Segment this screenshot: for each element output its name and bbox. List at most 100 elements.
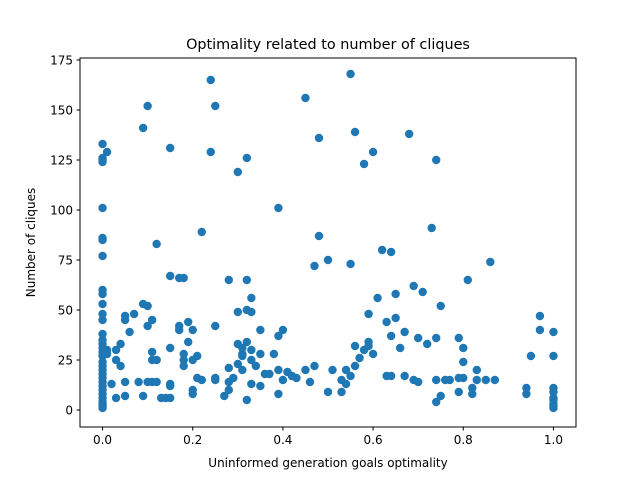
scatter-point [98,309,107,319]
scatter-point [386,331,396,341]
scatter-point [409,281,418,291]
scatter-point [364,309,373,319]
scatter-point [229,373,238,383]
scatter-point [436,301,445,311]
scatter-point [233,307,243,317]
scatter-point [102,147,112,157]
scatter-point [468,383,477,393]
scatter-point [274,331,283,341]
scatter-point [274,365,283,375]
x-tick-label: 0.8 [454,433,473,447]
scatter-point [413,333,423,343]
scatter-point [143,301,152,311]
scatter-point [125,327,134,337]
scatter-point [328,365,337,375]
scatter-point [368,147,378,157]
y-tick-label: 100 [50,203,73,217]
scatter-point [278,375,288,385]
scatter-point [350,341,360,351]
scatter-point [165,271,175,281]
scatter-point [350,361,360,371]
scatter-point [129,309,139,319]
scatter-point [242,275,252,285]
scatter-point [134,377,143,387]
scatter-point [535,325,545,335]
scatter-point [238,343,247,353]
scatter-point [107,379,116,389]
scatter-point [238,351,247,361]
scatter-point [111,345,121,355]
scatter-point [404,129,414,139]
scatter-point [368,349,378,359]
scatter-point [184,317,193,327]
scatter-point [314,133,324,143]
scatter-point [152,355,161,365]
scatter-point [184,337,193,347]
y-tick-label: 175 [50,53,73,67]
scatter-point [242,395,252,405]
scatter-point [111,393,121,403]
y-tick-label: 0 [65,403,73,417]
scatter-point [364,341,373,351]
scatter-point [98,299,107,309]
scatter-point [251,361,261,371]
scatter-point [269,349,279,359]
scatter-point [98,235,107,245]
scatter-point [459,343,468,353]
scatter-point [400,327,409,337]
scatter-point [350,127,360,137]
scatter-point [423,339,432,349]
scatter-point [138,123,148,133]
scatter-point [346,371,355,381]
scatter-point [98,203,107,213]
scatter-point [211,321,220,331]
scatter-point [549,403,558,413]
scatter-point [395,343,405,353]
scatter-point [391,289,400,299]
scatter-point [256,325,265,335]
scatter-point [233,359,243,369]
x-tick-label: 1.0 [544,433,563,447]
scatter-point [98,329,107,339]
scatter-point [116,339,125,349]
chart-title: Optimality related to number of cliques [186,37,470,53]
scatter-point [211,375,220,385]
scatter-point [152,239,161,249]
scatter-point [459,357,468,367]
scatter-point [436,391,445,401]
scatter-point [197,375,206,385]
scatter-point [242,153,252,163]
scatter-point [522,389,531,399]
scatter-point [445,375,454,385]
scatter-point [247,293,256,303]
scatter-point [481,375,491,385]
scatter-point [165,343,175,353]
scatter-point [143,101,152,111]
scatter-point [256,349,265,359]
scatter-point [382,317,391,327]
scatter-point [179,355,188,365]
scatter-point [247,307,256,317]
scatter-point [143,321,152,331]
scatter-point [98,157,107,167]
scatter-point [98,403,107,413]
scatter-point [472,365,481,375]
scatter-point [301,93,310,103]
plot-frame [79,57,577,428]
scatter-point [386,247,396,257]
scatter-point [175,325,184,335]
scatter-point [301,365,310,375]
scatter-point [188,389,197,399]
scatter-point [211,101,220,111]
scatter-point [147,315,157,325]
scatter-point [341,365,351,375]
scatter-point [454,387,463,397]
scatter-point [274,203,283,213]
scatter-point [116,361,125,371]
y-tick-label: 25 [58,353,73,367]
scatter-point [238,365,247,375]
x-tick-label: 0.0 [93,433,112,447]
scatter-points [98,69,558,413]
scatter-point [265,369,274,379]
